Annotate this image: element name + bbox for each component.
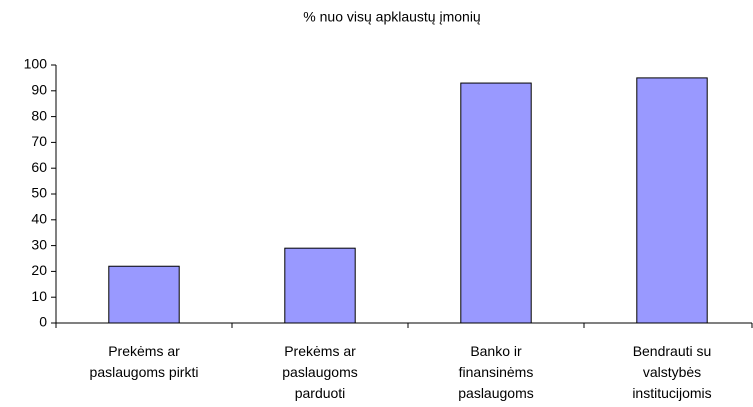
y-tick-label: 70	[31, 133, 47, 149]
chart-title: % nuo visų apklaustų įmonių	[303, 9, 481, 25]
y-tick-label: 80	[31, 107, 47, 123]
y-tick-label: 60	[31, 159, 47, 175]
y-tick-label: 90	[31, 82, 47, 98]
y-tick-label: 10	[31, 288, 47, 304]
y-tick-label: 20	[31, 262, 47, 278]
bar	[460, 82, 532, 324]
bar	[284, 247, 356, 324]
y-tick-label: 0	[39, 314, 47, 330]
x-tick-label: Banko ir finansinėms paslaugoms	[458, 343, 534, 401]
y-tick-label: 100	[24, 56, 48, 72]
x-tick-label: Bendrauti su valstybės institucijomis	[632, 343, 711, 401]
bar	[636, 77, 708, 324]
y-tick-label: 30	[31, 236, 47, 252]
y-tick-label: 50	[31, 185, 47, 201]
bar	[108, 265, 180, 324]
x-tick-label: Prekėms ar paslaugoms parduoti	[282, 343, 358, 401]
y-tick-label: 40	[31, 211, 47, 227]
x-tick-label: Prekėms ar paslaugoms pirkti	[90, 343, 199, 380]
